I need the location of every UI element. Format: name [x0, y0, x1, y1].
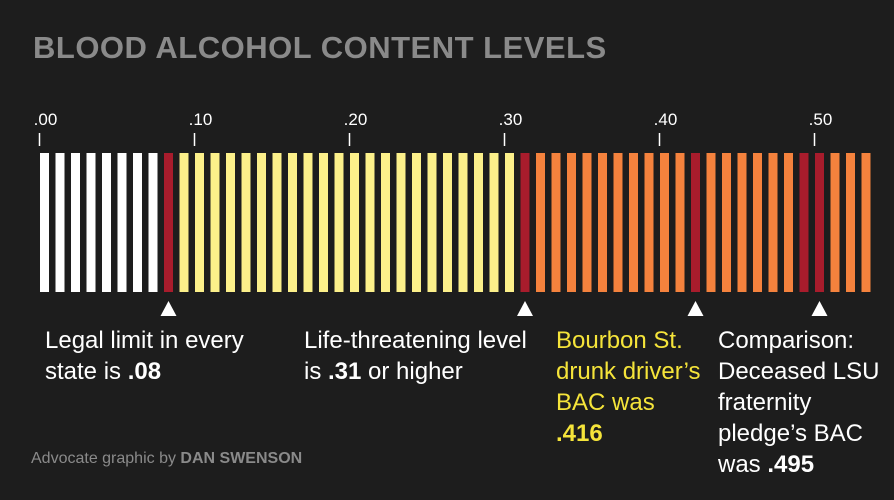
- bac-bar: [164, 153, 173, 292]
- bac-bar: [350, 153, 359, 292]
- credit-prefix: Advocate graphic by: [31, 450, 181, 467]
- bac-bar: [722, 153, 731, 292]
- bac-bar: [319, 153, 328, 292]
- credit-line: Advocate graphic by DAN SWENSON: [31, 450, 302, 468]
- bac-bar: [427, 153, 437, 292]
- bac-bar: [458, 153, 468, 292]
- bac-bar: [86, 153, 96, 292]
- credit-name: DAN SWENSON: [180, 450, 303, 467]
- annotation-value: .416: [556, 420, 603, 447]
- annotation-lsu-pledge: Comparison: Deceased LSU fraternity pled…: [718, 325, 883, 480]
- bac-bar: [582, 153, 592, 292]
- bac-bar: [257, 153, 266, 292]
- bac-bar: [412, 153, 421, 292]
- chart-title: BLOOD ALCOHOL CONTENT LEVELS: [33, 30, 607, 65]
- bac-bar: [551, 153, 561, 292]
- annotation-text-post: or higher: [361, 358, 463, 385]
- bac-bar: [102, 153, 111, 292]
- bac-bar: [241, 153, 251, 292]
- bac-bar: [846, 153, 855, 292]
- axis-ticks: .00 .10 .20 .30 .40 .50: [34, 110, 833, 146]
- bac-bar: [706, 153, 716, 292]
- bac-bar: [334, 153, 344, 292]
- annotation-text: Life-threatening level is: [304, 327, 527, 385]
- bac-bar: [520, 153, 530, 292]
- bac-bar: [660, 153, 669, 292]
- bac-bar: [179, 153, 189, 292]
- bac-bar: [381, 153, 390, 292]
- bac-bar: [489, 153, 499, 292]
- bac-bar: [505, 153, 514, 292]
- bac-bar: [71, 153, 80, 292]
- bac-bar: [567, 153, 576, 292]
- bac-bar: [40, 153, 49, 292]
- bac-bar: [815, 153, 824, 292]
- annotation-text: Bourbon St. drunk driver’s BAC was: [556, 327, 701, 416]
- bac-bar: [133, 153, 142, 292]
- bac-bar: [474, 153, 483, 292]
- bac-bar: [644, 153, 654, 292]
- tick-label: .40: [654, 110, 678, 129]
- tick-label: .50: [809, 110, 833, 129]
- bac-bar: [288, 153, 297, 292]
- threshold-markers: [160, 301, 828, 316]
- marker-triangle: [517, 301, 533, 316]
- bac-bar: [210, 153, 220, 292]
- bac-bar: [195, 153, 204, 292]
- bac-bar: [799, 153, 809, 292]
- bac-bar: [303, 153, 313, 292]
- bac-bar: [691, 153, 700, 292]
- bac-bar: [443, 153, 452, 292]
- bac-bar: [675, 153, 685, 292]
- bac-bar: [396, 153, 406, 292]
- bac-bars: [40, 153, 871, 292]
- tick-label: .20: [344, 110, 368, 129]
- bac-bar: [117, 153, 127, 292]
- bac-bar: [365, 153, 375, 292]
- annotation-legal-limit: Legal limit in every state is .08: [45, 325, 275, 387]
- marker-triangle: [687, 301, 704, 316]
- marker-triangle: [811, 301, 828, 316]
- bac-bar: [784, 153, 793, 292]
- bac-bar: [830, 153, 840, 292]
- annotation-life-threatening: Life-threatening level is .31 or higher: [304, 325, 544, 387]
- tick-label: .30: [499, 110, 523, 129]
- bac-bar: [753, 153, 762, 292]
- bac-bar: [768, 153, 778, 292]
- tick-label: .00: [34, 110, 58, 129]
- bac-bar: [598, 153, 607, 292]
- marker-triangle: [160, 301, 177, 316]
- bac-bar: [629, 153, 638, 292]
- bac-bar: [148, 153, 158, 292]
- annotation-value: .31: [328, 358, 362, 385]
- annotation-value: .495: [767, 451, 815, 478]
- bac-bar: [861, 153, 871, 292]
- bac-bar: [737, 153, 747, 292]
- bac-bar: [55, 153, 65, 292]
- annotation-text: Comparison: Deceased LSU fraternity pled…: [718, 327, 880, 478]
- annotation-text: Legal limit in every state is: [45, 327, 244, 385]
- tick-label: .10: [189, 110, 213, 129]
- bac-bar: [226, 153, 235, 292]
- annotation-value: .08: [127, 358, 162, 385]
- bac-bar: [613, 153, 623, 292]
- bac-bar: [272, 153, 282, 292]
- bac-bar: [536, 153, 545, 292]
- annotation-bourbon-st: Bourbon St. drunk driver’s BAC was .416: [556, 325, 706, 449]
